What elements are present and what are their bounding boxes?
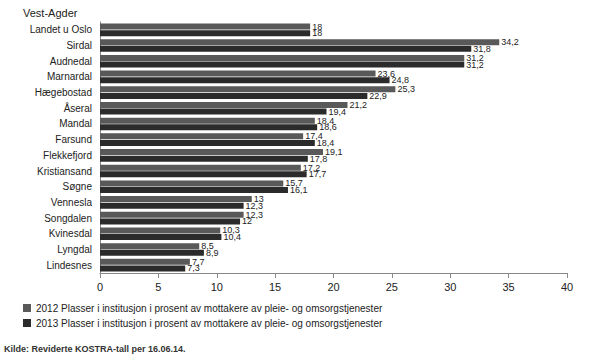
svg-text:24,8: 24,8 <box>392 75 410 85</box>
svg-text:31,8: 31,8 <box>473 44 491 54</box>
svg-text:17,2: 17,2 <box>302 162 321 173</box>
svg-text:10: 10 <box>211 281 223 293</box>
svg-text:8,5: 8,5 <box>201 241 214 252</box>
svg-text:18: 18 <box>312 28 322 38</box>
svg-text:40: 40 <box>561 281 573 293</box>
svg-text:30: 30 <box>444 281 456 293</box>
svg-text:Kristiansand: Kristiansand <box>37 166 92 177</box>
svg-text:Lyngdal: Lyngdal <box>57 244 92 255</box>
svg-text:18: 18 <box>312 21 323 32</box>
svg-text:2013 Plasser i institusjon i p: 2013 Plasser i institusjon i prosent av … <box>36 318 383 329</box>
svg-text:25: 25 <box>386 281 398 293</box>
svg-text:7,3: 7,3 <box>187 263 200 273</box>
svg-text:35: 35 <box>503 281 515 293</box>
svg-text:Mandal: Mandal <box>59 118 92 129</box>
svg-text:12,3: 12,3 <box>245 209 264 220</box>
svg-text:Sirdal: Sirdal <box>66 40 92 51</box>
svg-text:7,7: 7,7 <box>191 256 205 267</box>
svg-text:17,4: 17,4 <box>305 131 323 142</box>
svg-text:Farsund: Farsund <box>55 134 92 145</box>
svg-text:22,9: 22,9 <box>369 91 387 101</box>
svg-text:Vest-Agder: Vest-Agder <box>23 7 78 19</box>
svg-text:Landet u Oslo: Landet u Oslo <box>30 24 93 35</box>
svg-text:23,6: 23,6 <box>377 68 396 79</box>
svg-text:19,4: 19,4 <box>328 107 346 117</box>
svg-text:15,7: 15,7 <box>285 178 303 189</box>
svg-text:10,4: 10,4 <box>223 232 241 242</box>
svg-text:2012 Plasser i institusjon i p: 2012 Plasser i institusjon i prosent av … <box>36 303 383 314</box>
svg-text:Marnardal: Marnardal <box>47 71 92 82</box>
svg-text:16,1: 16,1 <box>290 185 308 195</box>
svg-text:18,6: 18,6 <box>319 122 337 132</box>
svg-text:8,9: 8,9 <box>206 248 219 258</box>
svg-text:Søgne: Søgne <box>63 181 93 192</box>
svg-text:34,2: 34,2 <box>501 37 519 47</box>
svg-text:12,3: 12,3 <box>246 201 264 211</box>
svg-text:10,3: 10,3 <box>222 225 240 236</box>
svg-text:31,2: 31,2 <box>466 60 484 70</box>
svg-text:21,2: 21,2 <box>350 100 368 110</box>
svg-text:15: 15 <box>269 281 281 293</box>
svg-text:Vennesla: Vennesla <box>51 197 93 208</box>
svg-text:17,7: 17,7 <box>309 169 327 179</box>
svg-text:Åseral: Åseral <box>64 102 92 114</box>
svg-text:Audnedal: Audnedal <box>50 56 92 67</box>
svg-text:31,2: 31,2 <box>466 52 484 63</box>
svg-text:Flekkefjord: Flekkefjord <box>43 150 92 161</box>
svg-text:5: 5 <box>155 281 161 293</box>
svg-text:0: 0 <box>97 281 103 293</box>
svg-text:Songdalen: Songdalen <box>44 213 92 224</box>
svg-text:17,8: 17,8 <box>310 154 328 164</box>
svg-text:20: 20 <box>327 281 339 293</box>
svg-text:Kilde: Reviderte KOSTRA-tall p: Kilde: Reviderte KOSTRA-tall per 16.06.1… <box>4 344 186 354</box>
svg-text:Hægebostad: Hægebostad <box>35 87 92 98</box>
svg-text:13: 13 <box>253 194 264 205</box>
svg-text:18,4: 18,4 <box>316 115 335 126</box>
svg-text:Lindesnes: Lindesnes <box>46 260 92 271</box>
svg-text:Kvinesdal: Kvinesdal <box>49 228 92 239</box>
svg-text:19,1: 19,1 <box>325 147 343 157</box>
svg-text:18,4: 18,4 <box>317 138 335 148</box>
svg-text:25,3: 25,3 <box>397 84 415 94</box>
svg-text:12: 12 <box>242 216 252 226</box>
